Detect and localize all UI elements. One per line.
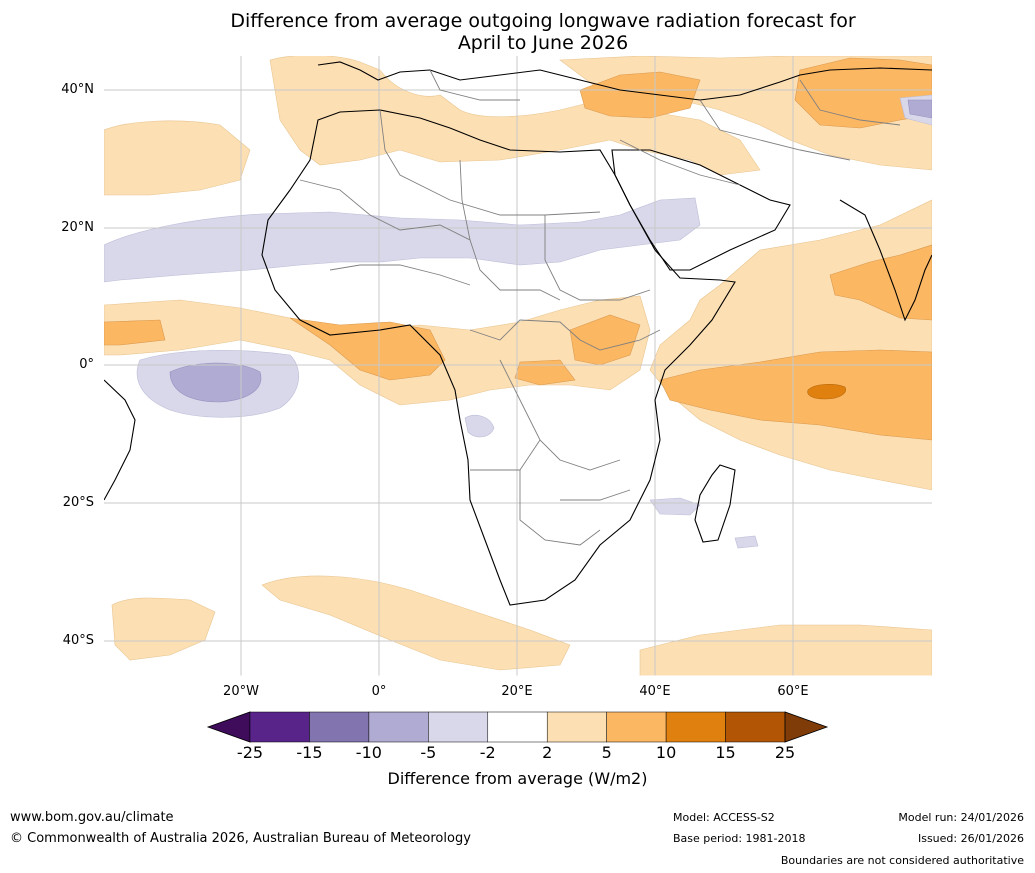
india-coastline	[839, 199, 932, 322]
country-borders	[299, 69, 901, 546]
colorbar-tick-label: -10	[355, 743, 382, 762]
colorbar-tick-label: -5	[420, 743, 437, 762]
anomaly-minus10-to-minus5	[169, 99, 932, 403]
europe-coastline	[317, 61, 932, 101]
lon-label-60e: 60°E	[777, 684, 809, 699]
madagascar-coastline	[694, 464, 736, 543]
colorbar-tick-label: -2	[479, 743, 496, 762]
graticule	[104, 56, 932, 676]
colorbar-segment	[368, 711, 429, 743]
colorbar-segment	[309, 711, 370, 743]
colorbar	[206, 711, 829, 743]
anomaly-10-to-15	[807, 384, 846, 400]
footer-model-run: Model run: 24/01/2026	[898, 811, 1024, 824]
colorbar-label: Difference from average (W/m2)	[387, 769, 648, 788]
colorbar-extend-high	[784, 711, 829, 743]
footer-website: www.bom.gov.au/climate	[10, 810, 174, 825]
colorbar-tick-label: 10	[655, 743, 677, 762]
south-america-coastline	[104, 379, 136, 501]
colorbar-segment	[487, 711, 548, 743]
title-line-2: April to June 2026	[457, 32, 629, 54]
lat-label-40s: 40°S	[62, 633, 94, 648]
anomaly-5-to-10	[104, 57, 932, 441]
title-line-1: Difference from average outgoing longwav…	[230, 10, 856, 32]
coastlines	[104, 61, 932, 606]
footer-copyright: © Commonwealth of Australia 2026, Austra…	[10, 831, 471, 846]
africa-coastline	[261, 109, 736, 606]
chart-title: Difference from average outgoing longwav…	[0, 10, 1035, 54]
lon-label-20w: 20°W	[223, 684, 259, 699]
lat-label-20s: 20°S	[62, 495, 94, 510]
colorbar-segment	[606, 711, 667, 743]
colorbar-segment	[665, 711, 726, 743]
footer-issued: Issued: 26/01/2026	[917, 832, 1024, 845]
footer-disclaimer: Boundaries are not considered authoritat…	[780, 854, 1024, 867]
colorbar-segment	[725, 711, 786, 743]
lat-label-20n: 20°N	[61, 220, 94, 235]
arabia-coastline	[611, 149, 791, 271]
lon-label-0: 0°	[371, 684, 387, 699]
anomaly-field	[104, 56, 932, 676]
lon-label-20e: 20°E	[501, 684, 533, 699]
colorbar-tick-label: 15	[715, 743, 736, 762]
colorbar-tick-label: 5	[601, 743, 612, 762]
colorbar-segment	[428, 711, 489, 743]
footer-base-period: Base period: 1981-2018	[673, 832, 806, 845]
colorbar-tick-label: -25	[236, 743, 264, 762]
lat-label-0: 0°	[79, 357, 94, 372]
colorbar-tick-label: 25	[774, 743, 796, 762]
colorbar-tick-label: -15	[296, 743, 323, 762]
lon-label-40e: 40°E	[639, 684, 671, 699]
footer-model: Model: ACCESS-S2	[673, 811, 775, 824]
colorbar-segment	[249, 711, 310, 743]
colorbar-extend-low	[206, 711, 251, 743]
colorbar-segment	[546, 711, 607, 743]
colorbar-tick-label: 2	[542, 743, 553, 762]
lat-label-40n: 40°N	[61, 82, 94, 97]
